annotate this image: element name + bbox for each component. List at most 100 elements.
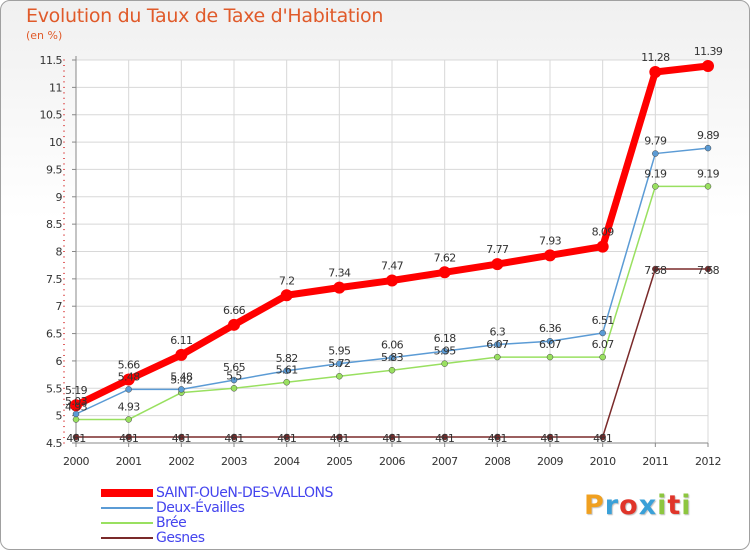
x-tick-label: 2002: [168, 455, 194, 468]
legend-label: Deux-Évailles: [156, 500, 245, 516]
data-point: [546, 433, 554, 441]
data-label: 5.65: [223, 361, 246, 374]
data-label: 5.95: [328, 345, 351, 358]
y-tick-label: 6.5: [46, 328, 62, 341]
data-label: 6.3: [489, 326, 505, 339]
logo-letter: i: [657, 490, 668, 521]
data-point: [599, 433, 606, 441]
x-tick-label: 2008: [484, 455, 510, 468]
data-point: [704, 144, 712, 152]
data-point: [652, 183, 659, 190]
data-point: [386, 274, 398, 287]
data-label: 4.93: [118, 400, 141, 413]
data-point: [178, 386, 185, 393]
data-label: 5.48: [170, 370, 193, 383]
data-point: [125, 386, 132, 393]
data-label: 5.61: [276, 363, 298, 376]
y-tick-label: 8.5: [46, 218, 62, 231]
data-point: [544, 249, 556, 262]
data-point: [704, 183, 712, 190]
data-label: 461: [593, 432, 612, 445]
series-2: [72, 183, 712, 423]
data-label: 461: [119, 432, 138, 445]
data-label: 461: [488, 432, 507, 445]
data-label: 5.82: [276, 352, 298, 365]
data-point: [175, 348, 188, 361]
x-tick-label: 2001: [116, 455, 142, 468]
data-point: [283, 379, 290, 386]
data-label: 7.47: [381, 259, 404, 272]
data-point: [230, 433, 238, 441]
y-tick-label: 9.5: [46, 163, 62, 176]
data-label: 6.51: [592, 314, 614, 327]
data-point: [228, 318, 240, 331]
data-label: 461: [382, 432, 401, 445]
data-point: [122, 373, 135, 386]
data-label: 7.68: [697, 264, 720, 277]
data-label: 9.19: [697, 167, 720, 180]
data-label: 6.18: [434, 332, 457, 345]
data-label: 6.36: [539, 322, 562, 335]
data-label: 7.2: [279, 274, 295, 287]
x-tick-label: 2004: [274, 455, 300, 468]
data-point: [491, 258, 504, 271]
x-tick-label: 2012: [695, 455, 721, 468]
data-point: [283, 433, 290, 441]
data-label: 9.79: [644, 135, 667, 148]
data-point: [704, 265, 712, 273]
data-point: [230, 376, 238, 384]
data-point: [649, 66, 662, 79]
x-tick-label: 2000: [63, 455, 89, 468]
legend-label: Brée: [156, 515, 187, 531]
proxiti-logo: Proxiti: [584, 490, 692, 521]
y-tick-label: 11: [49, 81, 62, 94]
data-point: [72, 416, 80, 423]
data-point: [125, 416, 132, 423]
data-point: [72, 433, 80, 441]
data-label: 5.72: [328, 357, 350, 370]
series-1: [72, 144, 712, 418]
data-point: [283, 367, 290, 375]
data-label: 461: [224, 432, 243, 445]
data-label: 11.39: [694, 45, 723, 58]
y-tick-label: 8: [56, 246, 63, 259]
data-point: [336, 360, 343, 367]
data-label: 6.07: [592, 338, 615, 351]
data-label: 461: [172, 432, 191, 445]
data-point: [230, 385, 238, 392]
data-label: 6.07: [539, 338, 562, 351]
data-label: 5.83: [381, 351, 404, 364]
x-tick-label: 2011: [642, 455, 668, 468]
data-point: [599, 353, 606, 361]
data-point: [599, 329, 606, 337]
data-label: 7.68: [644, 264, 667, 277]
y-tick-label: 7: [56, 300, 63, 313]
data-label: 4.93: [65, 400, 88, 413]
legend-label: SAINT-OUeN-DES-VALLONS: [156, 485, 333, 501]
data-label: 5.19: [65, 384, 88, 397]
legend-swatch: [101, 522, 153, 524]
data-label: 7.77: [486, 243, 509, 256]
data-label: 7.34: [328, 267, 351, 280]
data-point: [441, 360, 448, 367]
series-0: [70, 60, 714, 412]
data-point: [441, 433, 448, 441]
y-tick-label: 11.5: [40, 54, 63, 67]
data-label: 7.93: [539, 234, 562, 247]
data-label: 461: [540, 432, 559, 445]
y-tick-label: 5.5: [46, 382, 62, 395]
x-tick-label: 2009: [537, 455, 563, 468]
data-label: 461: [330, 432, 349, 445]
x-tick-label: 2007: [432, 455, 458, 468]
data-label: 5.5: [226, 369, 242, 382]
data-label: 7.62: [434, 251, 456, 264]
data-point: [441, 347, 448, 355]
data-label: 461: [435, 432, 454, 445]
data-label: 5.48: [118, 370, 141, 383]
legend-label: Gesnes: [156, 530, 205, 546]
x-tick-label: 2010: [590, 455, 616, 468]
logo-letter: i: [681, 490, 692, 521]
data-label: 5.95: [434, 345, 457, 358]
data-label: 6.66: [223, 304, 246, 317]
